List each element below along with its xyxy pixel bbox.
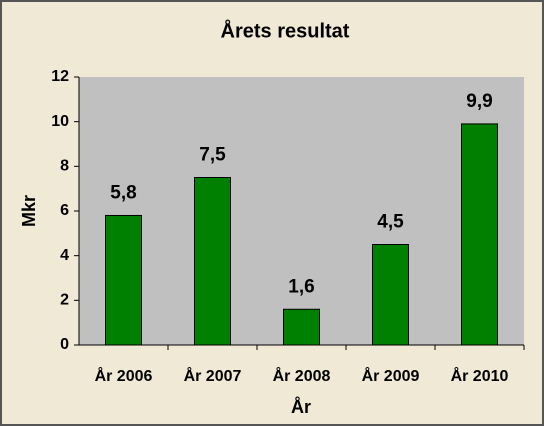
y-tick-label: 0 <box>60 336 69 353</box>
x-tick-label: År 2006 <box>95 366 153 385</box>
bar <box>461 123 498 346</box>
data-label: 7,5 <box>199 145 226 166</box>
x-axis-label: År <box>291 397 311 417</box>
y-tick-label: 12 <box>51 68 69 85</box>
bar <box>372 244 409 346</box>
y-tick-label: 4 <box>60 247 69 264</box>
x-tick-label: År 2008 <box>273 366 331 385</box>
x-tick-label: År 2009 <box>362 366 420 385</box>
y-tick-label: 10 <box>51 113 69 130</box>
bar <box>194 177 231 346</box>
bar <box>105 214 142 346</box>
x-tick-label: År 2007 <box>184 366 242 385</box>
chart-title: Årets resultat <box>221 18 350 42</box>
y-tick-label: 2 <box>60 292 69 309</box>
y-tick-label: 8 <box>60 158 69 175</box>
data-label: 1,6 <box>288 276 314 297</box>
x-tick-label: År 2010 <box>451 366 509 385</box>
bar <box>283 308 320 346</box>
plot-area <box>79 77 524 345</box>
data-label: 4,5 <box>377 212 404 233</box>
data-label: 5,8 <box>110 182 136 203</box>
y-axis-label: Mkr <box>19 195 39 227</box>
data-label: 9,9 <box>466 91 492 112</box>
y-tick-label: 6 <box>60 202 69 219</box>
